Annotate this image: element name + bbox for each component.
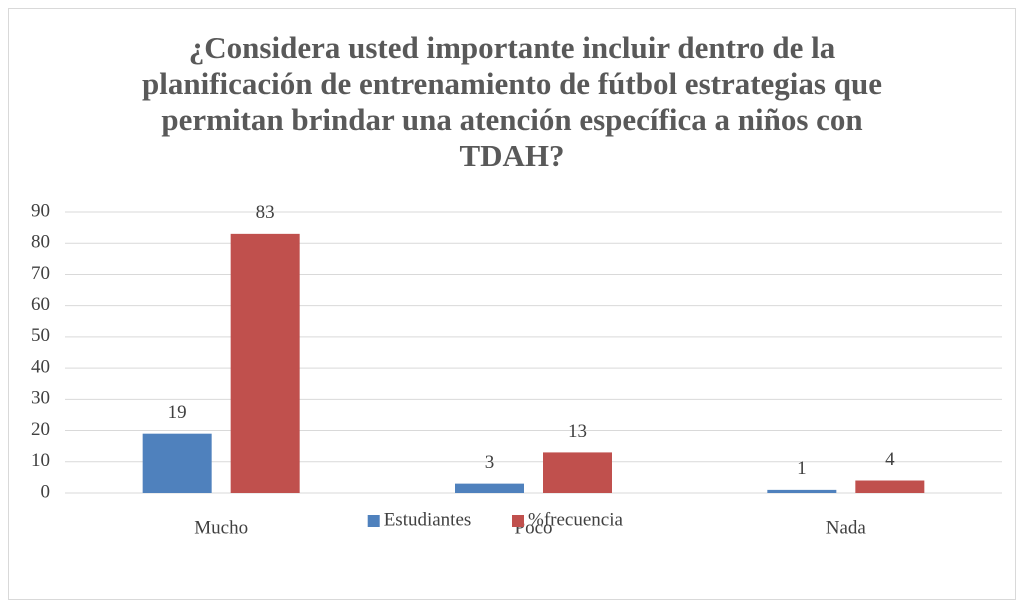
- x-tick-label: Nada: [826, 517, 867, 538]
- data-label: 19: [168, 402, 187, 423]
- y-tick-label: 30: [31, 388, 50, 409]
- x-tick-label: Mucho: [194, 517, 248, 538]
- y-tick-label: 20: [31, 419, 50, 440]
- y-tick-label: 40: [31, 356, 50, 377]
- y-tick-label: 70: [31, 263, 50, 284]
- y-tick-label: 10: [31, 450, 50, 471]
- chart-frame: [8, 8, 1016, 600]
- bar: [855, 480, 925, 493]
- data-label: 4: [885, 449, 895, 470]
- y-tick-label: 0: [41, 481, 51, 502]
- bar: [543, 452, 612, 493]
- legend-label: %frecuencia: [528, 509, 623, 530]
- data-label: 3: [485, 452, 495, 473]
- y-tick-label: 90: [31, 200, 50, 221]
- bar: [230, 233, 300, 493]
- y-tick-label: 60: [31, 294, 50, 315]
- legend-swatch: [367, 515, 380, 527]
- data-label: 13: [568, 421, 587, 442]
- data-label: 83: [256, 202, 275, 223]
- chart-title: ¿Considera usted importante incluir dent…: [142, 30, 882, 173]
- legend-swatch: [512, 515, 524, 527]
- bar: [455, 483, 524, 493]
- bar: [767, 489, 837, 493]
- bar: [142, 433, 212, 493]
- y-tick-label: 80: [31, 232, 50, 253]
- y-tick-label: 50: [31, 325, 50, 346]
- legend-label: Estudiantes: [384, 509, 472, 530]
- data-label: 1: [797, 458, 807, 479]
